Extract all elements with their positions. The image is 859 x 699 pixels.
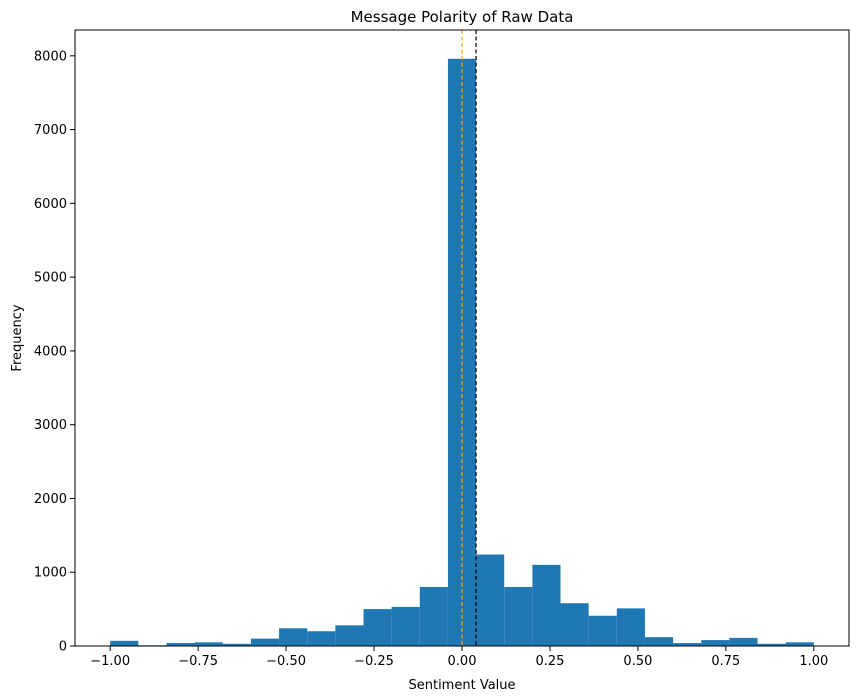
x-tick-label: −0.25 [354, 654, 394, 669]
x-tick-label: 0.75 [711, 654, 740, 669]
x-tick-label: −0.50 [266, 654, 306, 669]
x-tick-label: −1.00 [90, 654, 130, 669]
histogram-bar [785, 642, 814, 646]
histogram-bar [307, 631, 336, 646]
y-tick-label: 5000 [34, 271, 67, 286]
y-tick-label: 3000 [34, 418, 67, 433]
histogram-bar [644, 637, 674, 646]
vlines-group [461, 30, 477, 646]
y-axis-ticks: 0 1000 2000 3000 4000 5000 6000 7000 8000 [34, 49, 75, 655]
histogram-bar [757, 643, 786, 646]
chart-title: Message Polarity of Raw Data [351, 8, 574, 26]
histogram-bar [729, 637, 758, 646]
y-tick-label: 6000 [34, 197, 67, 212]
histogram-bar [532, 564, 561, 646]
histogram-bar [279, 628, 308, 646]
histogram-bar [222, 643, 251, 646]
x-axis-label: Sentiment Value [408, 678, 515, 693]
x-tick-label: −0.75 [178, 654, 218, 669]
x-tick-label: 0.00 [448, 654, 477, 669]
y-tick-label: 2000 [34, 492, 67, 507]
histogram-bar [588, 615, 617, 646]
histogram-bar [560, 603, 589, 646]
histogram-bar [363, 609, 392, 646]
histogram-bar [504, 586, 533, 646]
x-tick-label: 0.25 [535, 654, 564, 669]
y-tick-label: 7000 [34, 123, 67, 138]
y-tick-label: 1000 [34, 566, 67, 581]
histogram-bar [250, 638, 280, 646]
histogram-bar [616, 608, 645, 646]
histogram-bar [335, 625, 364, 646]
y-axis-label: Frequency [10, 304, 25, 371]
histogram-bar [110, 640, 139, 646]
histogram-bar [391, 606, 420, 646]
y-tick-label: 8000 [34, 49, 67, 64]
histogram-bar [419, 586, 448, 646]
histogram-bar [701, 640, 730, 646]
histogram-bar [476, 554, 505, 646]
x-tick-label: 0.50 [623, 654, 652, 669]
histogram-bar [673, 643, 702, 646]
x-tick-label: 1.00 [799, 654, 828, 669]
histogram-bar [166, 643, 195, 646]
y-tick-label: 0 [59, 640, 67, 655]
x-axis-ticks: −1.00 −0.75 −0.50 −0.25 0.00 0.25 0.50 0.75 1.00 [90, 646, 828, 669]
histogram-bar [194, 642, 223, 646]
y-tick-label: 4000 [34, 344, 67, 359]
